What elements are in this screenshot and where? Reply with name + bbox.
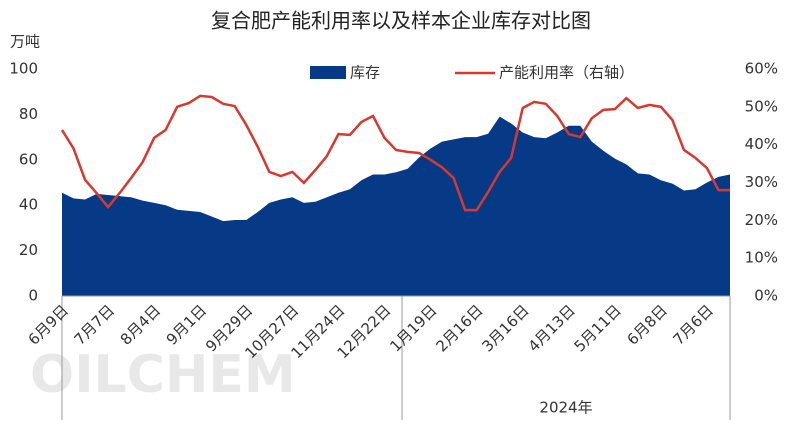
legend-label: 产能利用率（右轴）: [499, 64, 634, 82]
y2-tick-label: 30%: [745, 173, 778, 191]
x-tick-label: 2月16日: [432, 301, 486, 355]
y-tick-label: 0: [28, 287, 38, 305]
x-tick-label: 5月11日: [571, 301, 625, 355]
x-tick-label: 7月7日: [71, 301, 118, 348]
x-tick-label: 3月16日: [479, 301, 533, 355]
y2-tick-label: 10%: [745, 249, 778, 267]
x-tick-label: 8月4日: [117, 301, 164, 348]
x-tick-label: 1月19日: [386, 301, 440, 355]
area: [62, 116, 730, 296]
legend-swatch: [310, 66, 346, 79]
watermark: OILCHEM: [30, 345, 296, 405]
y2-tick-label: 20%: [745, 211, 778, 229]
year-label: 2024年: [539, 399, 592, 417]
y2-tick-label: 40%: [745, 135, 778, 153]
y-tick-label: 60: [19, 150, 38, 168]
y-tick-label: 100: [9, 60, 38, 78]
x-tick-label: 4月13日: [525, 301, 579, 355]
legend-label: 库存: [350, 64, 380, 82]
y-tick-label: 20: [19, 241, 38, 259]
x-tick-label: 6月9日: [25, 301, 72, 348]
chart-title: 复合肥产能利用率以及样本企业库存对比图: [211, 9, 591, 33]
y2-tick-label: 60%: [745, 60, 778, 78]
y-axis-label: 万吨: [10, 33, 40, 51]
x-tick-label: 6月8日: [623, 301, 670, 348]
y-tick-label: 80: [19, 105, 38, 123]
y2-tick-label: 50%: [745, 97, 778, 115]
x-tick-label: 7月6日: [670, 301, 717, 348]
y-tick-label: 40: [19, 196, 38, 214]
y2-tick-label: 0%: [754, 287, 778, 305]
line: [60, 94, 730, 212]
